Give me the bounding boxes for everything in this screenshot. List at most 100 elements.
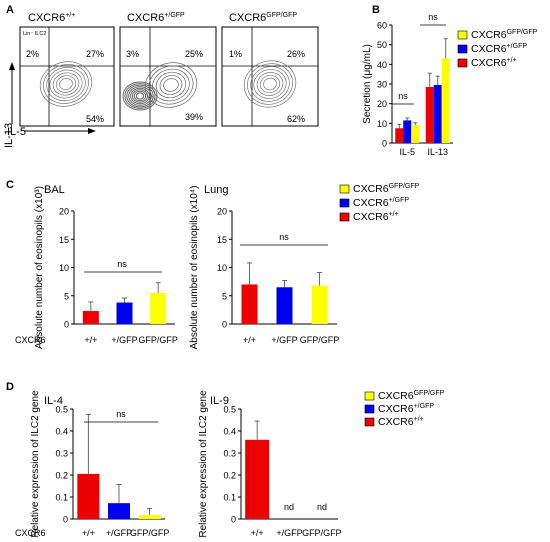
x-tick-label: +/GFP (276, 528, 302, 538)
contour-ring (247, 63, 293, 105)
flow-3-ur: 26% (287, 49, 305, 59)
contour-ring (124, 83, 156, 109)
contour-ring (155, 71, 187, 99)
annotation-label: ns (279, 232, 289, 242)
annotation-label: ns (117, 259, 127, 269)
legend-swatch (364, 404, 375, 414)
flow-panel: CXCR6+/+ CXCR6+/GFP CXCR6GFP/GFP Lin⁻ IL… (3, 12, 319, 148)
il13-arrow-icon (9, 62, 15, 70)
contour-ring (159, 75, 183, 95)
y-tick-label: 5 (222, 291, 227, 301)
legend-label: CXCR6GFP/GFP (353, 183, 420, 195)
legend-label: CXCR6+/+ (378, 416, 424, 428)
bar (150, 292, 167, 324)
contour-ring (256, 72, 284, 96)
contour-ring (52, 72, 80, 96)
lin-ilc2-label: Lin⁻ ILC2 (23, 31, 46, 37)
contour-ring (59, 78, 73, 90)
y-tick-label: 0.3 (55, 449, 68, 459)
x-tick-label: +/+ (84, 335, 97, 345)
contour-ring (152, 68, 190, 102)
legend-swatch (457, 30, 468, 40)
legend-b: CXCR6GFP/GFP CXCR6+/GFP CXCR6+/+ (457, 29, 538, 69)
panel-label-d: D (6, 381, 14, 393)
panel-label-b: B (372, 4, 380, 16)
flow-plot-frame-2 (119, 26, 217, 127)
flow-2-ur: 25% (185, 49, 203, 59)
il5-arrow-icon (88, 128, 96, 134)
y-tick-label: 0 (222, 320, 227, 330)
bar (241, 284, 258, 324)
flow-x-axis-label: IL-5 (7, 126, 26, 138)
y-axis-label: Relative expression of ILC2 gene (30, 390, 41, 538)
bar (433, 84, 442, 143)
bar (425, 86, 434, 143)
x-tick-label: GFP/GFP (138, 335, 178, 345)
legend-swatch (339, 198, 350, 208)
contour-ring (250, 66, 290, 102)
y-tick-label: 0 (64, 320, 69, 330)
flow-3-lr: 62% (287, 114, 305, 124)
x-tick-label: +/GFP (271, 335, 297, 345)
contour-ring (46, 66, 86, 102)
flow-title-1: CXCR6+/+ (28, 12, 75, 24)
legend-label: CXCR6+/GFP (353, 197, 409, 209)
flow-contour-3 (243, 60, 297, 108)
x-tick-label: +/+ (243, 335, 256, 345)
flow-contour-2 (122, 62, 198, 111)
flow-plot-frame-3 (221, 26, 319, 127)
annotation-label: ns (428, 12, 438, 22)
flow-title-2: CXCR6+/GFP (127, 12, 185, 24)
y-tick-label: 40 (377, 60, 387, 70)
y-tick-label: 10 (377, 119, 387, 129)
legend-label: CXCR6GFP/GFP (378, 390, 445, 402)
bar (395, 128, 404, 143)
il9-chart: 0 0.1 0.2 0.3 0.4 0.5 Relative expression of I… (198, 390, 342, 538)
bar (403, 120, 412, 143)
x-tick-label: +/+ (82, 528, 95, 538)
contour-ring (55, 75, 77, 93)
x-tick-label: GFP/GFP (302, 528, 342, 538)
contour-ring (133, 90, 147, 102)
chart-title: IL-9 (210, 395, 229, 407)
flow-3-ul: 1% (229, 49, 242, 59)
annotation-label: ns (116, 409, 126, 419)
y-tick-label: 0 (63, 515, 68, 525)
legend-label: CXCR6GFP/GFP (471, 29, 538, 41)
legend-label: CXCR6+/GFP (471, 43, 527, 55)
y-tick-label: 30 (377, 80, 387, 90)
legend-swatch (339, 184, 350, 194)
bar (276, 287, 293, 324)
flow-2-lr: 39% (185, 112, 203, 122)
bal-chart: 0 5 10 15 20 Absolute number of eosinopils (x… (34, 184, 178, 349)
x-tick-label: IL-5 (399, 147, 415, 157)
y-tick-label: 0.3 (223, 449, 236, 459)
contour-ring (253, 69, 287, 99)
chart-title: IL-4 (44, 395, 63, 407)
y-tick-label: 15 (59, 235, 69, 245)
contour-ring (128, 86, 152, 106)
y-axis-label: Relative expression of ILC2 gene (198, 390, 209, 538)
y-tick-label: 20 (217, 207, 227, 217)
y-axis-label: Secretion (μg/mL) (362, 44, 373, 124)
bar (411, 125, 420, 143)
lung-chart: 0 5 10 15 20 Absolute number of eosinopils (x… (189, 184, 339, 349)
bar (311, 285, 328, 324)
y-tick-label: 0.2 (55, 471, 68, 481)
legend-label: CXCR6+/GFP (378, 403, 434, 415)
contour-ring (144, 62, 198, 108)
legend-swatch (364, 391, 375, 401)
bar (245, 439, 270, 519)
flow-1-lr: 54% (86, 114, 104, 124)
legend-swatch (457, 44, 468, 54)
genotype-label-d: CXCR6 (15, 528, 46, 538)
flow-plot-frame-1 (19, 26, 115, 127)
flow-y-axis-label: IL-13 (3, 123, 15, 148)
flow-1-ul: 2% (26, 49, 39, 59)
y-tick-label: 0 (382, 139, 387, 149)
panel-label-a: A (6, 4, 14, 16)
chart-title: Lung (204, 184, 228, 196)
y-tick-label: 0.2 (223, 471, 236, 481)
contour-ring (243, 60, 297, 108)
